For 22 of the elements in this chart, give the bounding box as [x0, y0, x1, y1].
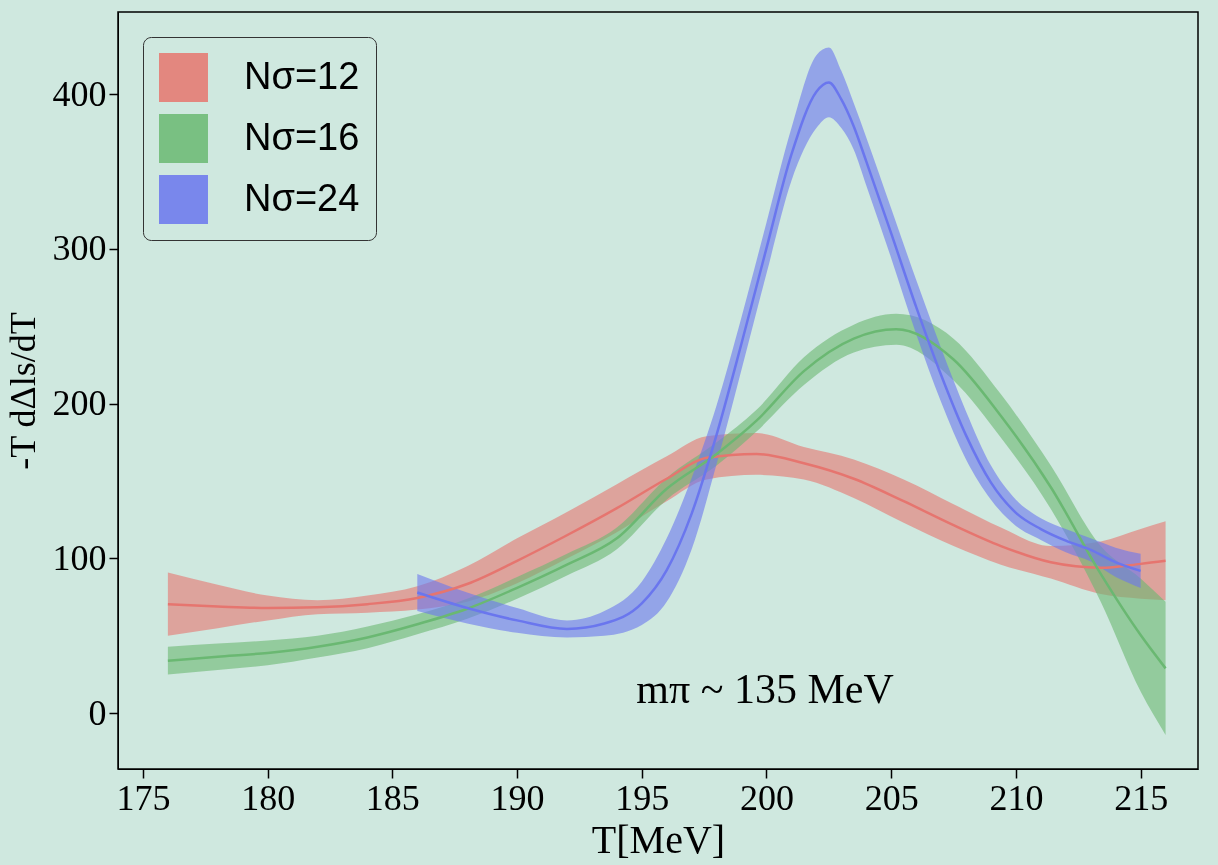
legend-label: Nσ=16 — [244, 115, 360, 158]
x-tick-label: 175 — [116, 777, 171, 818]
y-tick-label: 100 — [52, 537, 107, 578]
x-tick-label: 185 — [365, 777, 420, 818]
x-tick-label: 190 — [490, 777, 545, 818]
line-series — [166, 452, 1167, 610]
x-tick-label: 210 — [989, 777, 1044, 818]
x-tick-label: 215 — [1114, 777, 1169, 818]
x-axis-title: T[MeV] — [591, 816, 726, 862]
legend-label: Nσ=24 — [244, 176, 360, 219]
x-tick-label: 200 — [740, 777, 794, 818]
y-tick-label: 300 — [52, 228, 107, 269]
legend-label: Nσ=12 — [244, 54, 360, 97]
x-tick-label: 195 — [615, 777, 670, 818]
y-axis-title: -T dΔls/dT — [2, 312, 43, 470]
y-tick-label: 0 — [88, 692, 107, 733]
annotation: mπ ~ 135 MeV — [636, 666, 894, 712]
y-tick-label: 400 — [52, 73, 107, 114]
y-tick-label: 200 — [52, 383, 107, 424]
x-tick-label: 180 — [241, 777, 296, 818]
line-series — [166, 328, 1167, 670]
x-tick-label: 205 — [864, 777, 919, 818]
